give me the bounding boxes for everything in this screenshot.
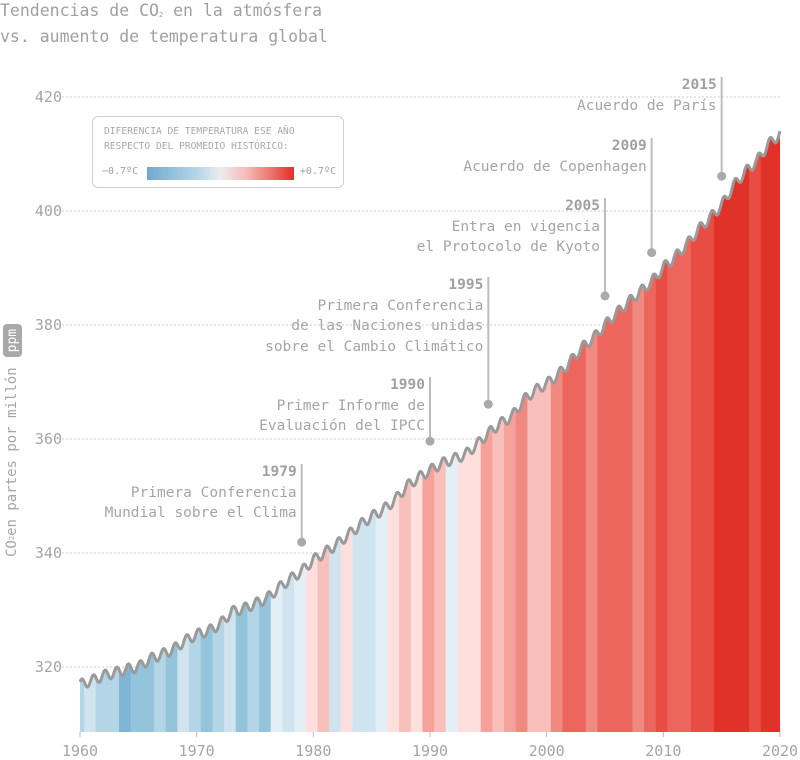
title-line2: vs. aumento de temperatura global [0, 27, 328, 46]
y-axis-label-subscript: 2 [8, 535, 16, 541]
legend-max-label: +0.7ºC [299, 166, 336, 177]
stripe-2004 [585, 131, 598, 732]
stripe-2006 [609, 131, 622, 732]
x-tick-label: 2020 [762, 742, 798, 760]
x-tick-label: 1980 [295, 742, 331, 760]
stripe-2000 [539, 131, 552, 732]
annotation-year: 2015 [681, 77, 717, 93]
stripe-2012 [679, 131, 692, 732]
annotation-year: 2009 [611, 138, 647, 154]
y-tick-label: 360 [35, 430, 62, 448]
stripe-1993 [457, 131, 470, 732]
x-tick-label: 2010 [645, 742, 681, 760]
y-axis-unit-badge: ppm [2, 323, 22, 358]
x-tick-label: 1990 [412, 742, 448, 760]
stripe-1991 [434, 131, 447, 732]
x-tick-label: 1960 [62, 742, 98, 760]
annotation-text: Acuerdo de Copenhagen [463, 158, 647, 175]
annotation-2015: 2015 Acuerdo de París [577, 75, 717, 116]
y-axis-label-text: en partes por millón [4, 367, 20, 536]
title-line1-end: en la atmósfera [163, 1, 323, 20]
stripe-2011 [667, 131, 680, 732]
y-tick-label: 340 [35, 544, 62, 562]
stripe-2015 [714, 131, 727, 732]
legend-gradient-bar [147, 167, 294, 180]
stripe-2001 [550, 131, 563, 732]
y-tick-labels: 320 340 360 380 400 420 [35, 88, 62, 676]
stripe-2019 [760, 131, 773, 732]
stripe-2018 [749, 131, 762, 732]
annotation-text: Entra en vigencia [451, 218, 600, 235]
stripe-2017 [737, 131, 750, 732]
stripe-2005 [597, 131, 610, 732]
color-legend: DIFERENCIA DE TEMPERATURA ESE AÑO RESPECT… [92, 116, 344, 188]
title-line1: Tendencias de CO [0, 1, 159, 20]
y-tick-label: 400 [35, 202, 62, 220]
stripe-1994 [469, 131, 482, 732]
annotation-year: 1990 [390, 377, 425, 393]
stripe-2007 [620, 131, 633, 732]
x-tick-label: 2000 [529, 742, 565, 760]
annotation-dot-2015 [717, 171, 727, 181]
annotation-text: de las Naciones unidas [291, 318, 484, 334]
annotation-dot-1995 [483, 399, 493, 409]
annotation-text: Primera Conferencia [130, 484, 297, 501]
annotation-year: 1979 [261, 464, 297, 480]
annotation-dot-2009 [647, 248, 657, 258]
stripe-2014 [702, 131, 715, 732]
chart-title: Tendencias de CO2 en la atmósfera vs. aum… [0, 0, 328, 47]
annotation-text: Mundial sobre el Clima [104, 505, 297, 521]
annotation-dot-2005 [600, 291, 610, 301]
annotation-1979: 1979 Primera Conferencia Mundial sobre el … [105, 462, 297, 524]
annotation-year: 1995 [448, 277, 484, 293]
annotation-1990: 1990 Primer Informe de Evaluación del IPCC [259, 375, 425, 437]
stripe-2013 [690, 131, 703, 732]
legend-min-label: −0.7ºC [102, 166, 139, 177]
y-tick-label: 420 [35, 88, 62, 106]
legend-title-line2: RESPECTO DEL PROMEDIO HISTÓRICO: [104, 140, 289, 152]
stripe-1999 [527, 131, 540, 732]
annotation-dot-1979 [297, 537, 307, 547]
stripe-2003 [574, 131, 587, 732]
stripe-2020 [772, 131, 780, 732]
y-axis-label-co: CO [4, 540, 20, 557]
annotation-text: Primer Informe de [276, 397, 425, 414]
x-tick-label: 1970 [179, 742, 215, 760]
y-tick-label: 380 [35, 316, 62, 334]
stripe-2009 [644, 131, 657, 732]
stripe-2010 [655, 131, 668, 732]
annotation-1995: 1995 Primera Conferencia de las Naciones u… [265, 275, 483, 357]
y-axis-label: CO 2 en partes por millón ppm [0, 237, 24, 557]
annotation-text: sobre el Cambio Climático [265, 338, 484, 355]
annotation-text: Evaluación del IPCC [259, 418, 425, 434]
stripe-1996 [492, 131, 505, 732]
annotation-text: Acuerdo de París [576, 97, 717, 114]
annotation-2005: 2005 Entra en vigencia el Protocolo de Kyo… [417, 196, 600, 258]
legend-title: DIFERENCIA DE TEMPERATURA ESE AÑO RESPECT… [104, 125, 295, 154]
annotation-2009: 2009 Acuerdo de Copenhagen [463, 136, 646, 177]
annotation-dot-1990 [425, 436, 435, 446]
stripe-2002 [562, 131, 575, 732]
annotation-text: el Protocolo de Kyoto [416, 239, 600, 255]
stripe-2016 [725, 131, 738, 732]
stripe-1992 [445, 131, 458, 732]
stripe-2008 [632, 131, 645, 732]
stripe-1960 [80, 131, 85, 732]
stripe-1997 [504, 131, 517, 732]
co2-curve [78, 130, 782, 689]
title-subscript: 2 [158, 11, 164, 19]
legend-title-line1: DIFERENCIA DE TEMPERATURA ESE AÑO [104, 126, 295, 137]
annotation-year: 2005 [565, 198, 600, 214]
y-tick-label: 320 [35, 658, 62, 676]
annotation-leaders [297, 77, 727, 547]
x-tick-labels: 1960 1970 1980 1990 2000 2010 2020 [62, 732, 798, 760]
annotation-text: Primera Conferencia [317, 297, 484, 314]
